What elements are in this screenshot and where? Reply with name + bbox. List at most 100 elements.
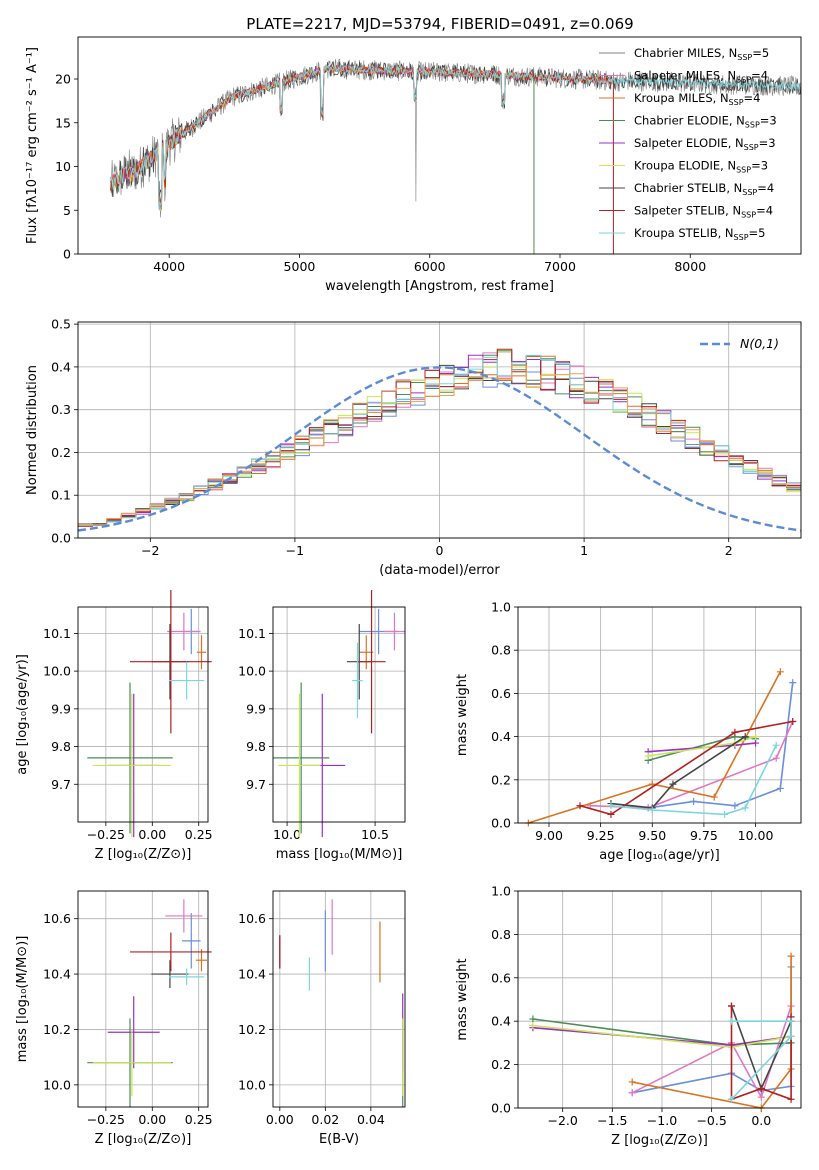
weight-line — [528, 671, 782, 824]
y-axis-label: age [log₁₀(age/yr)] — [15, 654, 30, 775]
axes-frame — [272, 606, 406, 823]
weight-marker — [789, 717, 797, 725]
y-tick-label: 10.6 — [43, 911, 71, 926]
x-tick-label: 0.25 — [185, 1112, 213, 1127]
weight-marker — [628, 1089, 636, 1097]
y-axis-label: Flux [fλ10⁻¹⁷ erg cm⁻² s⁻¹ A⁻¹] — [25, 47, 40, 244]
legend-label: Chabrier MILES, NSSP=5 — [634, 46, 769, 62]
y-tick-label: 10.0 — [43, 1077, 71, 1092]
weight-marker — [727, 1095, 735, 1103]
y-tick-label: 10.0 — [43, 664, 71, 679]
weight-marker — [690, 797, 698, 805]
mass-vs-metallicity-panel: −0.25 0.00 0.25 10.0 10.2 10.4 10.6 Z [log₁₀(Z/… — [15, 890, 213, 1147]
x-tick-label: −2 — [141, 543, 159, 558]
legend-label: Salpeter STELIB, NSSP=4 — [634, 204, 773, 220]
weight-marker — [529, 1022, 537, 1030]
weight-marker — [757, 1093, 765, 1101]
y-tick-label: 0.2 — [491, 772, 511, 787]
y-tick-label: 0.3 — [51, 402, 71, 417]
axes-frame — [77, 606, 209, 823]
y-tick-label: 9.9 — [246, 701, 266, 716]
x-tick-label: 1 — [580, 543, 588, 558]
normal-curve — [77, 366, 802, 532]
y-tick-label: 0.8 — [491, 927, 511, 942]
spectrum-line — [110, 64, 613, 208]
weight-marker — [607, 810, 615, 818]
weight-marker — [721, 810, 729, 818]
y-tick-label: 9.9 — [51, 701, 71, 716]
x-tick-label: 8000 — [674, 259, 706, 274]
weight-marker — [787, 1032, 795, 1040]
weight-marker — [787, 1095, 795, 1103]
spectrum-line — [110, 64, 801, 210]
y-tick-label: 0.0 — [491, 816, 511, 831]
x-tick-label: 0.02 — [311, 1112, 339, 1127]
weight-marker — [669, 780, 677, 788]
x-axis-label: E(B-V) — [319, 1132, 359, 1147]
mass-vs-extinction-panel: 0.00 0.02 0.04 10.0 10.2 10.4 10.6 E(B-V) — [238, 890, 406, 1147]
weight-line — [610, 735, 746, 809]
histogram-step — [78, 364, 801, 525]
y-tick-label: 0 — [63, 247, 71, 262]
x-tick-label: −1.5 — [597, 1113, 627, 1128]
weight-marker — [787, 1017, 795, 1025]
y-tick-label: 10.4 — [238, 967, 266, 982]
x-tick-label: 7000 — [544, 259, 576, 274]
y-tick-label: 10 — [55, 159, 71, 174]
legend-label: N(0,1) — [740, 336, 779, 351]
axes-frame — [517, 606, 802, 824]
y-tick-label: 10.0 — [238, 664, 266, 679]
x-axis-label: age [log₁₀(age/yr)] — [599, 848, 720, 863]
y-tick-label: 0.6 — [491, 686, 511, 701]
age-vs-metallicity-panel: −0.25 0.00 0.25 9.7 9.8 9.9 10.0 10.1 Z [log₁₀(Z… — [15, 590, 213, 862]
weight-marker — [727, 1002, 735, 1010]
y-tick-label: 0.6 — [491, 970, 511, 985]
y-tick-label: 10.6 — [238, 911, 266, 926]
y-tick-label: 0.4 — [491, 729, 511, 744]
weight-marker — [752, 739, 760, 747]
y-tick-label: 10.4 — [43, 967, 71, 982]
axes-frame — [77, 36, 802, 255]
x-tick-label: −1.0 — [647, 1113, 677, 1128]
y-tick-label: 15 — [55, 115, 71, 130]
y-tick-label: 10.1 — [238, 626, 266, 641]
weight-marker — [607, 802, 615, 810]
chart-title: PLATE=2217, MJD=53794, FIBERID=0491, z=0… — [246, 15, 633, 33]
y-tick-label: 0.5 — [51, 317, 71, 332]
weight-marker — [772, 741, 780, 749]
weight-marker — [576, 802, 584, 810]
x-tick-label: 0.25 — [185, 827, 213, 842]
weight-marker — [752, 733, 760, 741]
weight-line — [730, 1020, 792, 1100]
weight-marker — [789, 679, 797, 687]
x-axis-label: Z [log₁₀(Z/Z⊙)] — [611, 1133, 708, 1148]
y-tick-label: 10.1 — [43, 626, 71, 641]
y-tick-label: 9.7 — [246, 777, 266, 792]
y-tick-label: 0.2 — [51, 445, 71, 460]
y-tick-label: 10.2 — [43, 1022, 71, 1037]
legend-label: Salpeter MILES, NSSP=4 — [634, 69, 768, 85]
y-tick-label: 5 — [63, 203, 71, 218]
x-tick-label: 5000 — [284, 259, 316, 274]
legend-label: Kroupa STELIB, NSSP=5 — [634, 226, 765, 242]
y-tick-label: 1.0 — [491, 884, 511, 899]
x-axis-label: mass [log₁₀(M/M⊙)] — [276, 847, 403, 862]
weight-marker — [757, 1084, 765, 1092]
axes-frame — [517, 890, 802, 1109]
y-tick-label: 0.0 — [51, 531, 71, 546]
x-tick-label: −0.5 — [696, 1113, 726, 1128]
x-tick-label: 10.00 — [738, 828, 774, 843]
age-vs-mass-panel: 10.0 10.5 9.7 9.8 9.9 10.0 10.1 mass [log₁₀(M/M… — [238, 590, 406, 862]
x-tick-label: 0 — [436, 543, 444, 558]
y-tick-label: 0.0 — [491, 1101, 511, 1116]
y-tick-label: 10.2 — [238, 1022, 266, 1037]
y-tick-label: 9.7 — [51, 777, 71, 792]
x-axis-label: wavelength [Angstrom, rest frame] — [325, 279, 554, 294]
x-tick-label: 4000 — [153, 259, 185, 274]
x-tick-label: 9.50 — [638, 828, 666, 843]
legend: Chabrier MILES, NSSP=5 Salpeter MILES, NS… — [599, 46, 777, 242]
y-tick-label: 1.0 — [491, 600, 511, 615]
x-tick-label: 0.00 — [138, 1112, 166, 1127]
x-tick-label: 0.0 — [751, 1113, 771, 1128]
